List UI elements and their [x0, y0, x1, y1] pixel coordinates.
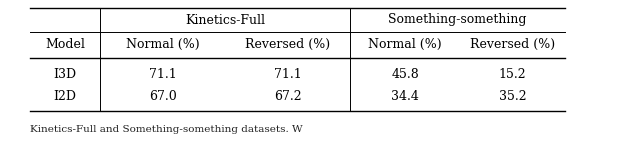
- Text: 45.8: 45.8: [391, 69, 419, 82]
- Text: 67.2: 67.2: [274, 91, 301, 103]
- Text: Kinetics-Full and Something-something datasets. W: Kinetics-Full and Something-something da…: [30, 125, 303, 134]
- Text: I2D: I2D: [54, 91, 77, 103]
- Text: Kinetics-Full: Kinetics-Full: [185, 13, 265, 26]
- Text: 67.0: 67.0: [148, 91, 177, 103]
- Text: Normal (%): Normal (%): [368, 37, 442, 50]
- Text: 35.2: 35.2: [499, 91, 526, 103]
- Text: 71.1: 71.1: [148, 69, 177, 82]
- Text: 71.1: 71.1: [274, 69, 301, 82]
- Text: Model: Model: [45, 37, 85, 50]
- Text: Reversed (%): Reversed (%): [470, 37, 555, 50]
- Text: I3D: I3D: [53, 69, 77, 82]
- Text: Normal (%): Normal (%): [125, 37, 199, 50]
- Text: Reversed (%): Reversed (%): [245, 37, 330, 50]
- Text: Something-something: Something-something: [388, 13, 527, 26]
- Text: 15.2: 15.2: [499, 69, 526, 82]
- Text: 34.4: 34.4: [391, 91, 419, 103]
